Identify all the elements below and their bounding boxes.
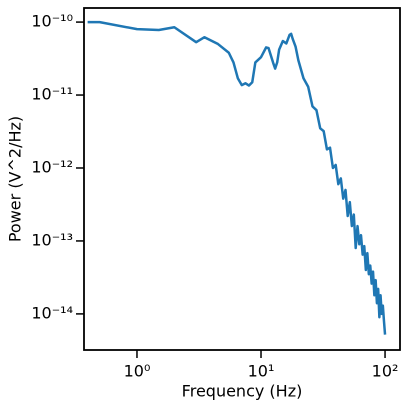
x-tick-label: 10²	[372, 362, 399, 381]
y-axis-label: Power (V^2/Hz)	[6, 116, 25, 242]
y-tick-label: 10⁻¹⁰	[31, 12, 73, 31]
plot-frame	[83, 7, 401, 351]
y-tick-label: 10⁻¹¹	[31, 85, 73, 104]
series-line	[87, 20, 387, 335]
y-tick-label: 10⁻¹³	[31, 230, 73, 249]
y-tick-label: 10⁻¹²	[31, 157, 73, 176]
x-tick-label: 10¹	[248, 362, 275, 381]
x-tick-label: 10⁰	[124, 362, 151, 381]
y-tick-label: 10⁻¹⁴	[31, 303, 73, 322]
x-axis-label: Frequency (Hz)	[182, 382, 303, 401]
